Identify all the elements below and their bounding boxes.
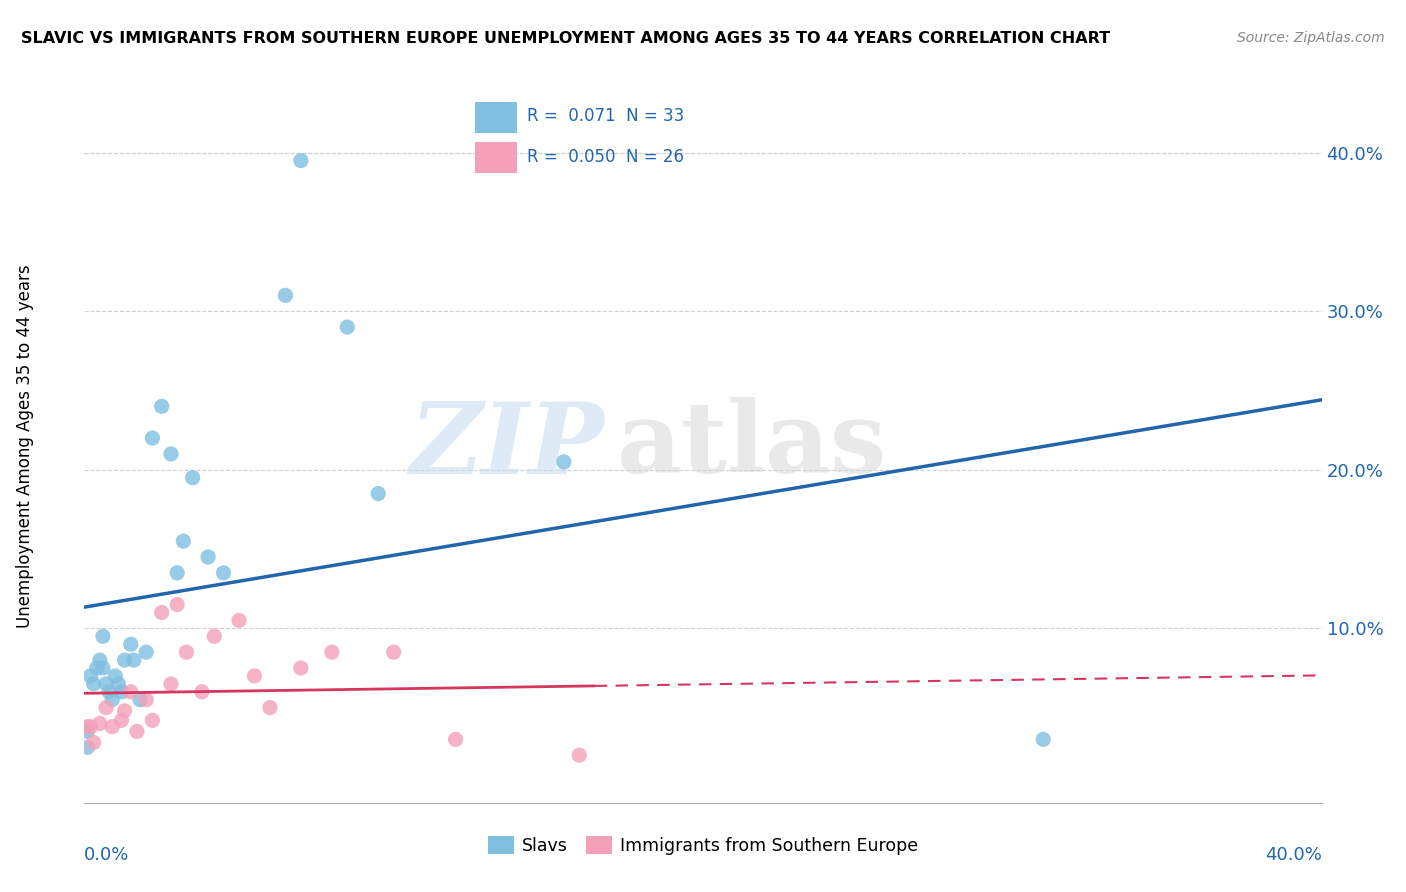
Bar <box>475 142 517 172</box>
Point <box>191 685 214 699</box>
Point <box>91 661 114 675</box>
Point <box>290 661 312 675</box>
Point <box>91 629 114 643</box>
Point <box>290 153 312 168</box>
Point <box>166 598 188 612</box>
Point <box>212 566 235 580</box>
Point <box>172 534 194 549</box>
Point <box>243 669 266 683</box>
Text: Source: ZipAtlas.com: Source: ZipAtlas.com <box>1237 31 1385 45</box>
Point <box>101 720 124 734</box>
Point <box>120 637 142 651</box>
Text: atlas: atlas <box>616 398 887 494</box>
Point <box>321 645 343 659</box>
Point <box>259 700 281 714</box>
Point <box>107 677 129 691</box>
Point <box>94 677 117 691</box>
Point <box>176 645 198 659</box>
Point <box>141 431 163 445</box>
Point <box>76 724 98 739</box>
Point <box>86 661 108 675</box>
Point <box>336 320 359 334</box>
Text: 40.0%: 40.0% <box>1265 846 1322 863</box>
Point <box>135 692 157 706</box>
Text: 0.0%: 0.0% <box>84 846 129 863</box>
Point <box>104 669 127 683</box>
Text: R =  0.050  N = 26: R = 0.050 N = 26 <box>527 148 683 166</box>
Text: R =  0.071  N = 33: R = 0.071 N = 33 <box>527 107 683 126</box>
Point <box>135 645 157 659</box>
Point <box>160 677 183 691</box>
Point <box>114 704 136 718</box>
Point <box>83 735 105 749</box>
Point <box>202 629 225 643</box>
Point <box>166 566 188 580</box>
Point <box>76 740 98 755</box>
Text: ZIP: ZIP <box>409 398 605 494</box>
Point <box>79 720 101 734</box>
Point <box>83 677 105 691</box>
Point <box>79 669 101 683</box>
Point <box>125 724 148 739</box>
Point <box>114 653 136 667</box>
Point <box>228 614 250 628</box>
Point <box>89 716 111 731</box>
Point <box>553 455 575 469</box>
Point <box>110 714 132 728</box>
Point <box>568 748 591 763</box>
Point <box>150 400 173 414</box>
Point <box>101 692 124 706</box>
Point <box>197 549 219 564</box>
Legend: Slavs, Immigrants from Southern Europe: Slavs, Immigrants from Southern Europe <box>481 830 925 862</box>
Point <box>150 606 173 620</box>
Point <box>129 692 152 706</box>
Point <box>110 685 132 699</box>
Point <box>444 732 467 747</box>
Point <box>98 685 121 699</box>
Point <box>89 653 111 667</box>
Text: Unemployment Among Ages 35 to 44 years: Unemployment Among Ages 35 to 44 years <box>17 264 34 628</box>
Point <box>160 447 183 461</box>
Point <box>122 653 145 667</box>
Text: SLAVIC VS IMMIGRANTS FROM SOUTHERN EUROPE UNEMPLOYMENT AMONG AGES 35 TO 44 YEARS: SLAVIC VS IMMIGRANTS FROM SOUTHERN EUROP… <box>21 31 1111 46</box>
Point <box>141 714 163 728</box>
Point <box>181 471 204 485</box>
Point <box>76 720 98 734</box>
Point <box>367 486 389 500</box>
Point <box>94 700 117 714</box>
Point <box>382 645 405 659</box>
Point <box>120 685 142 699</box>
Bar <box>475 102 517 133</box>
Point <box>1032 732 1054 747</box>
Point <box>274 288 297 302</box>
